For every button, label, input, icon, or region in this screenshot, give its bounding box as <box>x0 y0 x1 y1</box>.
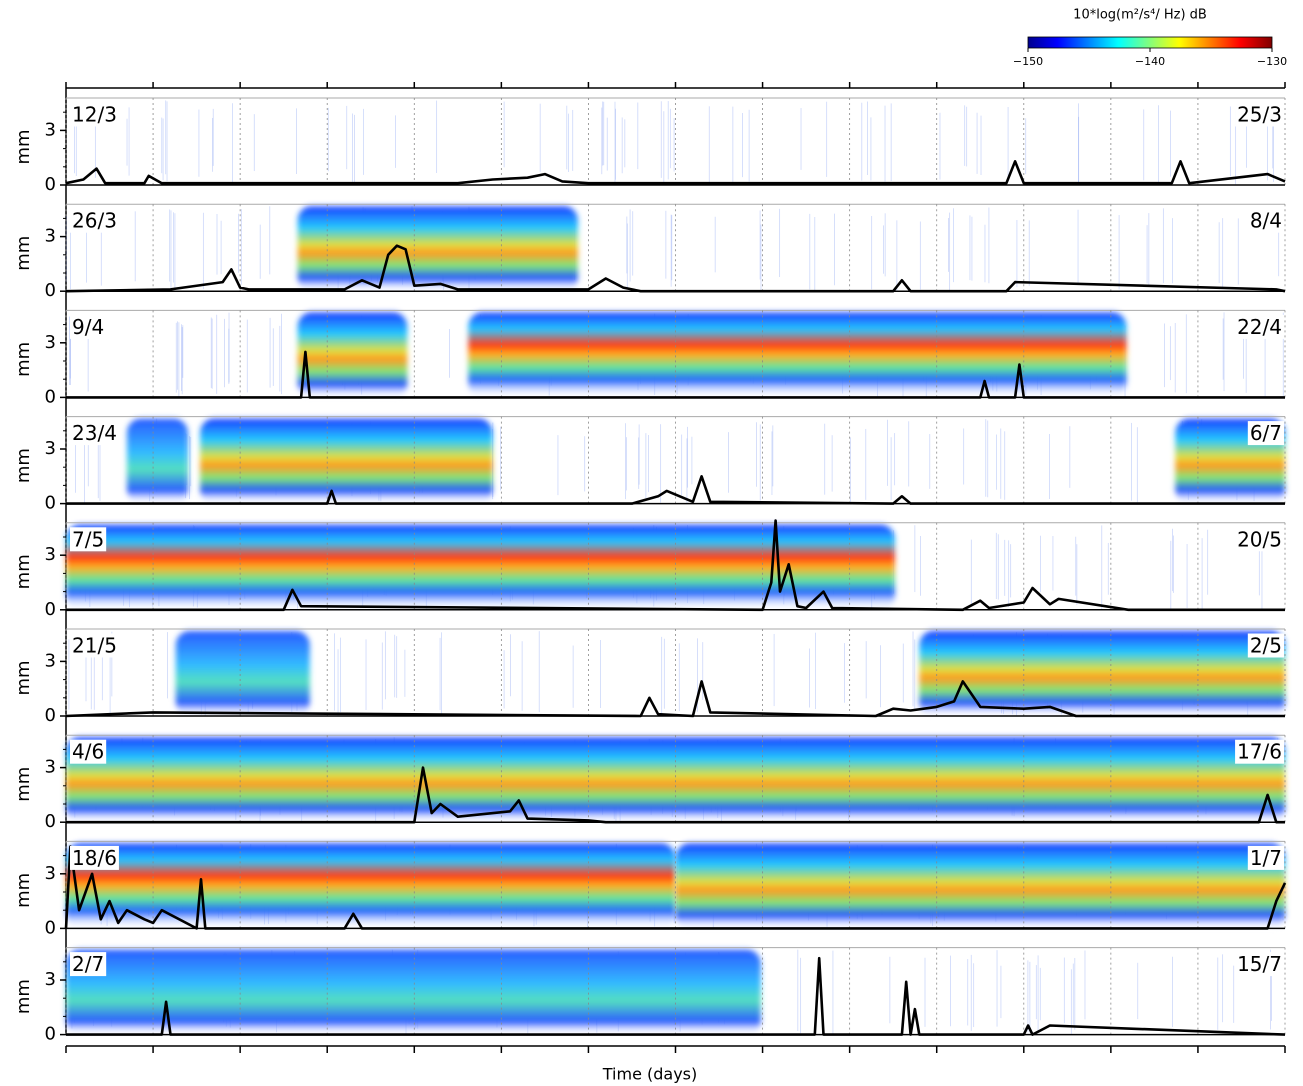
spectral-band <box>298 312 408 397</box>
colorbar-tick-label: −140 <box>1135 55 1165 68</box>
y-tick-label: 3 <box>45 757 56 778</box>
y-tick-label: 0 <box>45 811 56 832</box>
spectral-band <box>200 419 493 504</box>
panel: 0 3 mm 7/5 20/5 <box>13 521 1285 620</box>
y-tick-label: 0 <box>45 917 56 938</box>
y-tick-label: 0 <box>45 493 56 514</box>
panel: 0 3 mm 26/3 8/4 <box>13 204 1285 301</box>
panel: 0 3 mm 18/6 1/7 <box>13 841 1285 938</box>
spectral-band <box>298 206 578 291</box>
spectral-band <box>66 525 895 610</box>
y-tick-label: 0 <box>45 705 56 726</box>
panel: 0 3 mm 9/4 22/4 <box>13 310 1285 407</box>
panel: 0 3 mm 21/5 2/5 <box>13 629 1285 726</box>
colorbar-tick-label: −150 <box>1013 55 1043 68</box>
spectral-band <box>676 843 1286 928</box>
y-tick-label: 3 <box>45 332 56 353</box>
y-axis-label: mm <box>13 448 34 483</box>
end-date: 8/4 <box>1250 209 1282 233</box>
y-tick-label: 0 <box>45 599 56 620</box>
y-tick-label: 3 <box>45 119 56 140</box>
colorbar-tick-label: −130 <box>1257 55 1287 68</box>
colorbar-title: 10*log(m²/s⁴/ Hz) dB <box>1073 8 1207 23</box>
y-tick-label: 0 <box>45 1024 56 1045</box>
end-date: 25/3 <box>1237 103 1282 127</box>
end-date: 22/4 <box>1237 315 1282 339</box>
panel: 0 3 mm 12/3 25/3 <box>13 98 1285 195</box>
y-tick-label: 3 <box>45 969 56 990</box>
start-date: 4/6 <box>72 740 104 764</box>
panel: 0 3 mm 2/7 15/7 <box>13 948 1285 1045</box>
start-date: 18/6 <box>72 846 117 870</box>
spectral-band <box>919 631 1285 716</box>
panel: 0 3 mm 4/6 17/6 <box>13 735 1285 832</box>
start-date: 2/7 <box>72 952 104 976</box>
end-date: 17/6 <box>1237 740 1282 764</box>
y-axis-label: mm <box>13 873 34 908</box>
spectral-band <box>66 950 761 1035</box>
panel: 0 3 mm 23/4 6/7 <box>13 417 1285 514</box>
y-axis-label: mm <box>13 129 34 164</box>
spectral-band <box>176 631 310 716</box>
start-date: 9/4 <box>72 315 104 339</box>
y-tick-label: 0 <box>45 174 56 195</box>
end-date: 6/7 <box>1250 421 1282 445</box>
y-axis-label: mm <box>13 554 34 589</box>
y-axis-label: mm <box>13 660 34 695</box>
x-axis-label: Time (days) <box>602 1065 698 1084</box>
y-tick-label: 0 <box>45 386 56 407</box>
end-date: 2/5 <box>1250 634 1282 658</box>
y-tick-label: 3 <box>45 438 56 459</box>
spectral-band <box>468 312 1126 397</box>
y-axis-label: mm <box>13 236 34 271</box>
end-date: 1/7 <box>1250 846 1282 870</box>
start-date: 7/5 <box>72 527 104 551</box>
y-tick-label: 3 <box>45 544 56 565</box>
spectral-band <box>66 737 1285 822</box>
spectral-band <box>127 419 188 504</box>
start-date: 21/5 <box>72 634 117 658</box>
y-tick-label: 0 <box>45 280 56 301</box>
colorbar <box>1028 37 1272 48</box>
y-tick-label: 3 <box>45 863 56 884</box>
y-axis-label: mm <box>13 342 34 377</box>
y-axis-label: mm <box>13 979 34 1014</box>
y-tick-label: 3 <box>45 650 56 671</box>
y-axis-label: mm <box>13 767 34 802</box>
start-date: 26/3 <box>72 209 117 233</box>
start-date: 23/4 <box>72 421 117 445</box>
end-date: 20/5 <box>1237 527 1282 551</box>
end-date: 15/7 <box>1237 952 1282 976</box>
figure: 10*log(m²/s⁴/ Hz) dB Time (days) −150 −14… <box>0 0 1303 1086</box>
y-tick-label: 3 <box>45 226 56 247</box>
start-date: 12/3 <box>72 103 117 127</box>
